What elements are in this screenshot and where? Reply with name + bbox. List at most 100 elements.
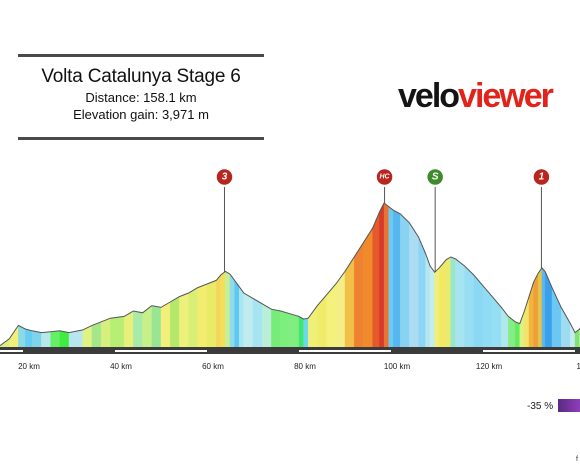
distance-tick-label: 40 km xyxy=(110,362,132,371)
gradient-segment xyxy=(252,298,263,348)
climb-category-badge xyxy=(215,167,234,187)
climb-category-label: 1 xyxy=(539,172,545,183)
gradient-segment xyxy=(220,270,226,348)
profile-line xyxy=(0,202,580,346)
gradient-segment xyxy=(197,283,208,348)
distance-tick-label: 120 km xyxy=(476,362,503,371)
gradient-segment xyxy=(151,305,162,348)
gradient-segment xyxy=(289,313,300,348)
gradient-segment xyxy=(544,271,553,348)
stage-title-box: Volta Catalunya Stage 6 Distance: 158.1 … xyxy=(18,54,264,140)
climb-marker: HC xyxy=(375,167,394,204)
logo-part-velo: velo xyxy=(398,77,460,115)
gradient-segment xyxy=(303,317,309,348)
distance-tick-label: 14 xyxy=(577,362,580,371)
climb-marker: 3 xyxy=(215,167,234,273)
climb-marker: S xyxy=(425,167,445,272)
gradient-segment xyxy=(450,256,456,348)
gradient-segment xyxy=(262,303,272,348)
gradient-segment xyxy=(354,241,364,348)
gradient-segment xyxy=(400,213,410,348)
gradient-segment xyxy=(446,256,451,348)
gradient-legend-label: -35 % xyxy=(527,401,554,412)
gradient-segment xyxy=(25,328,33,348)
gradient-segment xyxy=(225,271,231,348)
gradient-segment xyxy=(206,280,217,348)
distance-tick-label: 100 km xyxy=(384,362,411,371)
gradient-segment xyxy=(50,330,60,348)
gradient-segment xyxy=(238,286,245,348)
gradient-segments xyxy=(0,202,580,348)
stage-title: Volta Catalunya Stage 6 xyxy=(41,66,241,87)
gradient-segment xyxy=(473,274,484,348)
gradient-segment xyxy=(179,292,189,348)
gradient-segment xyxy=(538,267,543,348)
distance-band-light xyxy=(115,350,207,352)
gradient-segment xyxy=(533,273,539,348)
gradient-segment xyxy=(169,296,180,348)
gradient-segment xyxy=(464,265,474,348)
gradient-segment xyxy=(243,292,254,348)
gradient-segment xyxy=(372,211,380,348)
climb-category-label: 3 xyxy=(222,172,228,183)
corner-mark: f xyxy=(576,456,578,463)
distance-tick-label: 80 km xyxy=(294,362,316,371)
distance-band xyxy=(0,347,580,354)
gradient-segment xyxy=(528,282,534,348)
climb-category-label: HC xyxy=(379,174,390,181)
gradient-segment xyxy=(379,202,385,348)
gradient-segment xyxy=(515,321,520,348)
gradient-segment xyxy=(363,227,373,348)
gradient-segment xyxy=(393,209,401,348)
gradient-segment xyxy=(188,287,199,348)
veloviewer-logo: veloviewer xyxy=(398,76,554,116)
gradient-segment xyxy=(541,267,546,348)
gradient-segment xyxy=(492,296,502,348)
climb-markers: 3 HC S 1 xyxy=(215,167,551,273)
gradient-segment xyxy=(317,294,327,348)
gradient-segment xyxy=(160,301,171,348)
gradient-segment xyxy=(455,258,465,348)
profile-outline xyxy=(0,202,580,346)
gradient-segment xyxy=(133,310,143,348)
distance-tick-label: 20 km xyxy=(18,362,40,371)
climb-marker: 1 xyxy=(532,167,551,269)
gradient-segment xyxy=(32,330,42,348)
gradient-segment xyxy=(234,279,240,348)
distance-tick-label: 60 km xyxy=(202,362,224,371)
gradient-segment xyxy=(82,325,93,348)
gradient-segment xyxy=(298,316,304,348)
gradient-segment xyxy=(425,253,431,348)
gradient-segment xyxy=(409,222,419,348)
gradient-segment xyxy=(100,317,111,348)
gradient-segment xyxy=(383,202,389,348)
gradient-segment xyxy=(215,274,222,348)
gradient-segment xyxy=(229,273,235,348)
gradient-segment xyxy=(501,306,509,348)
distance-band-light xyxy=(483,350,575,352)
climb-category-label: S xyxy=(432,172,439,183)
gradient-segment xyxy=(271,308,281,348)
distance-band-light xyxy=(0,350,23,352)
gradient-segment xyxy=(429,265,435,348)
climb-category-badge xyxy=(375,167,394,187)
gradient-segment xyxy=(91,321,102,348)
gradient-segment xyxy=(418,237,426,348)
gradient-segment xyxy=(110,316,125,348)
gradient-segment xyxy=(41,331,51,348)
stage-elevation-gain: Elevation gain: 3,971 m xyxy=(73,107,209,122)
gradient-segment xyxy=(59,330,70,348)
gradient-segment xyxy=(388,206,394,348)
gradient-segment xyxy=(123,310,134,348)
distance-axis: 20 km 40 km 60 km 80 km 100 km 120 km 14 xyxy=(0,347,580,371)
gradient-legend-swatch xyxy=(558,399,580,412)
distance-band-light xyxy=(299,350,391,352)
gradient-segment xyxy=(280,310,290,348)
gradient-segment xyxy=(561,306,571,348)
gradient-segment xyxy=(439,259,447,348)
climb-category-badge xyxy=(532,167,551,187)
stage-distance: Distance: 158.1 km xyxy=(85,90,197,105)
gradient-segment xyxy=(344,256,355,348)
gradient-segment xyxy=(434,267,440,348)
